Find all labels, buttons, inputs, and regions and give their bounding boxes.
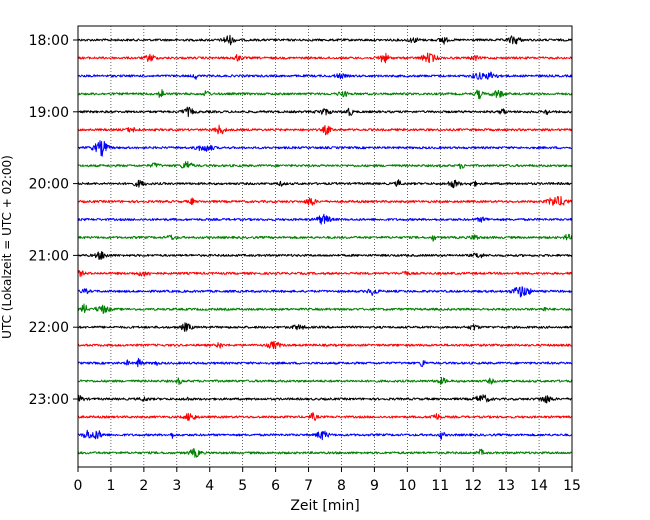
trace-2330	[77, 429, 573, 441]
trace-2115	[77, 269, 573, 278]
y-axis-label: UTC (Lokalzeit = UTC + 02:00)	[0, 155, 14, 339]
x-tick-label: 10	[398, 478, 416, 494]
trace-2015	[77, 195, 573, 206]
trace-2045	[77, 233, 573, 242]
trace-1930	[77, 140, 573, 157]
x-tick-label: 14	[530, 478, 548, 494]
y-tick-label: 22:00	[29, 320, 69, 336]
trace-1945	[77, 161, 573, 170]
trace-1830	[77, 71, 573, 80]
y-axis-ticks: 18:00 19:00 20:00 21:00 22:00 23:00	[29, 33, 78, 408]
trace-2300	[77, 394, 573, 404]
trace-2315	[77, 412, 573, 422]
x-tick-label: 9	[370, 478, 379, 494]
trace-2130	[77, 286, 573, 298]
x-tick-label: 3	[172, 478, 181, 494]
x-tick-label: 0	[74, 478, 83, 494]
y-tick-label: 21:00	[29, 248, 69, 264]
trace-1845	[77, 89, 573, 100]
trace-1815	[77, 52, 573, 64]
seismic-traces	[77, 34, 573, 458]
x-tick-label: 12	[464, 478, 482, 494]
x-tick-label: 1	[106, 478, 115, 494]
y-tick-label: 20:00	[29, 177, 69, 193]
x-tick-label: 6	[271, 478, 280, 494]
trace-1915	[77, 124, 573, 136]
trace-2230	[77, 357, 573, 368]
x-tick-label: 8	[337, 478, 346, 494]
y-tick-label: 19:00	[29, 105, 69, 121]
trace-2030	[77, 213, 573, 225]
x-tick-label: 5	[238, 478, 247, 494]
trace-2100	[77, 251, 573, 261]
trace-2145	[77, 303, 573, 314]
trace-2345	[77, 447, 573, 458]
x-tick-label: 2	[139, 478, 148, 494]
x-axis-ticks: 0 1 2 3 4 5 6 7 8 9 10 11 12 13 14 15	[74, 467, 581, 494]
x-tick-label: 15	[563, 478, 581, 494]
plot-frame	[77, 25, 573, 468]
x-tick-label: 7	[304, 478, 313, 494]
y-tick-label: 18:00	[29, 33, 69, 49]
trace-2215	[78, 340, 573, 350]
x-tick-label: 4	[205, 478, 214, 494]
trace-2000	[77, 179, 573, 189]
x-tick-label: 13	[497, 478, 515, 494]
trace-2200	[77, 322, 573, 332]
y-tick-label: 23:00	[29, 392, 69, 408]
trace-1800	[77, 34, 573, 46]
trace-1900	[77, 106, 573, 118]
trace-2245	[77, 376, 573, 386]
x-axis-label: Zeit [min]	[290, 498, 359, 514]
x-tick-label: 11	[431, 478, 449, 494]
